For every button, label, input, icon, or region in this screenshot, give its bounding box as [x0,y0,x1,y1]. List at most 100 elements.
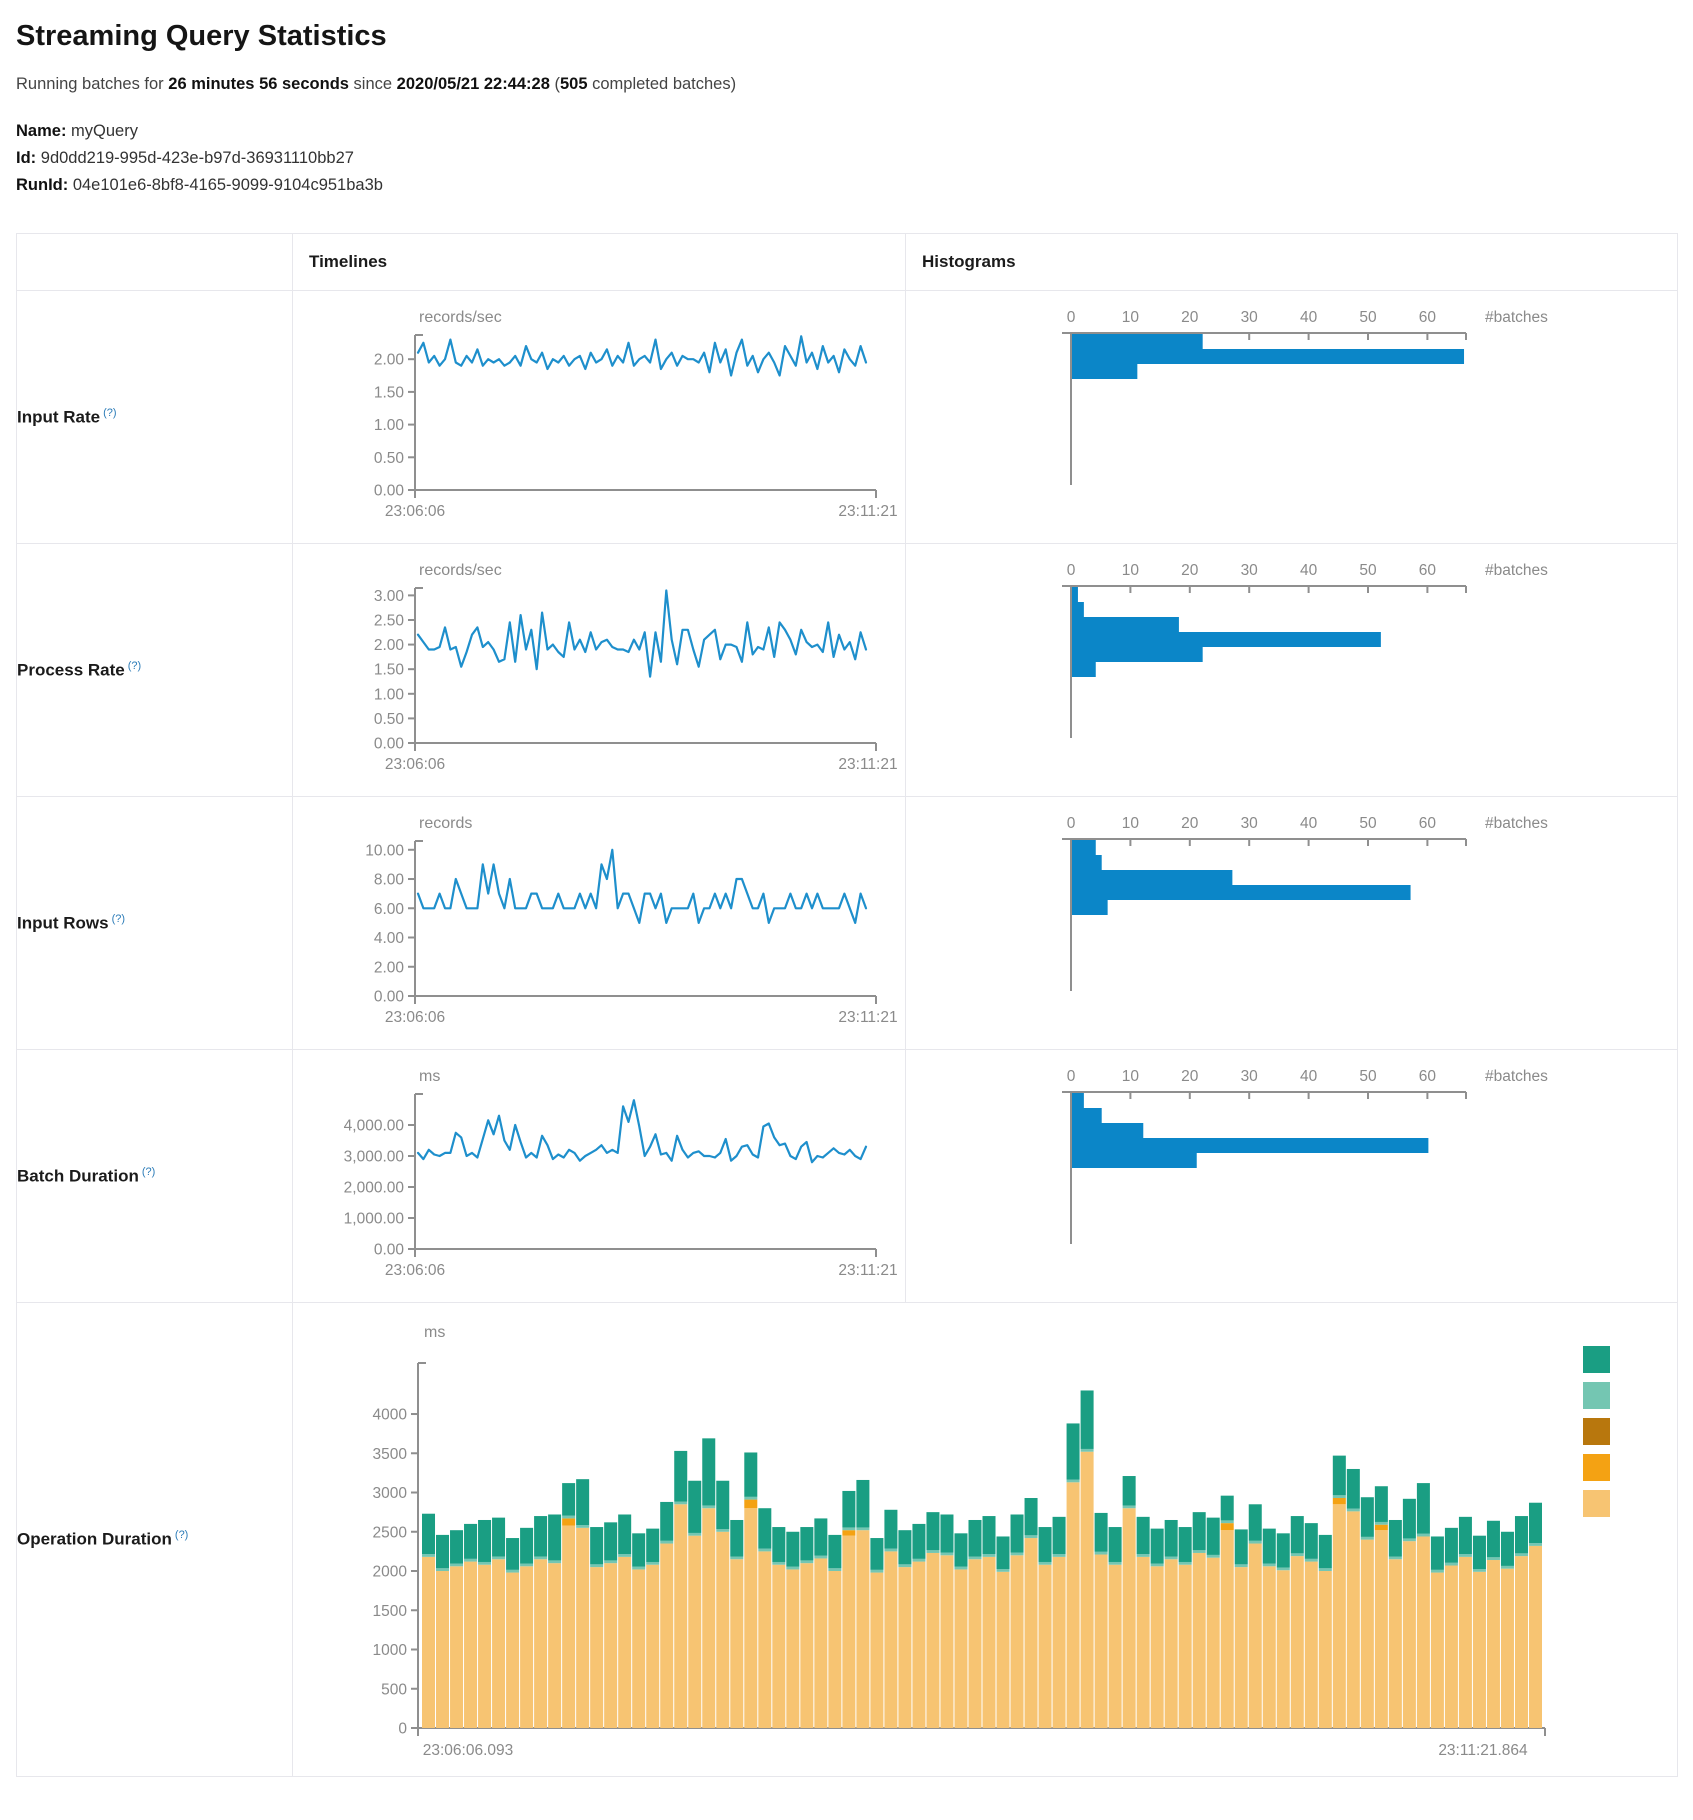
legend-swatch [1583,1346,1610,1373]
x-end-label: 23:11:21.864 [1438,1742,1528,1759]
stacked-bar-segment [1192,1552,1206,1728]
stacked-bar-segment [1500,1568,1514,1728]
histogram-cell: 0 10 20 30 40 50 60 #batches [905,290,1678,544]
timeline-cell: records 0.00 2.00 4.00 6.00 8.00 10.00 23:06:06… [292,796,906,1050]
stacked-bar-segment [1318,1534,1332,1569]
stacked-bar-segment [1458,1554,1472,1557]
y-axis-unit-label: records [419,815,472,832]
id-label: Id: [16,149,37,167]
stacked-bar-segment [1052,1516,1066,1555]
metric-row: Operation Duration (?) ms 0 500 1000 1500 2000 2… [16,1302,1678,1777]
stacked-bar-segment [548,1560,562,1564]
help-tooltip-icon[interactable]: (?) [174,1529,189,1542]
timeline-cell: ms 0.00 1,000.00 2,000.00 3,000.00 4,000.00 23… [292,1049,906,1303]
stacked-bar-segment [1010,1514,1024,1553]
stacked-bar-segment [450,1566,464,1728]
stacked-bar-segment [926,1512,940,1551]
stacked-bar-segment [660,1540,674,1544]
stacked-bar-segment [772,1564,786,1728]
stacked-bar-segment [1164,1559,1178,1728]
stacked-bar-segment [1430,1569,1444,1573]
stacked-bar-segment [674,1450,688,1502]
query-id-line: Id: 9d0dd219-995d-423e-b97d-36931110bb27 [16,149,1677,168]
x-tick-label: 0 [1067,815,1076,832]
x-tick-label: 50 [1359,562,1377,579]
stacked-bar-segment [604,1563,618,1728]
stacked-bar-segment [758,1548,772,1552]
metric-row: Input Rate (?) records/sec 0.00 0.50 1.00 1.50… [16,290,1678,544]
query-runid: 04e101e6-8bf8-4165-9099-9104c951ba3b [72,176,383,194]
histogram-bar [1072,885,1411,900]
stacked-bar-segment [492,1517,506,1557]
stacked-bar-segment [744,1452,758,1497]
stacked-bar-segment [506,1569,520,1573]
stacked-bar-segment [646,1564,660,1728]
timeline-line [416,335,868,377]
help-tooltip-icon[interactable]: (?) [141,1165,156,1178]
stacked-bar-segment [1472,1569,1486,1572]
stacked-bar-segment [1444,1565,1458,1728]
stacked-bar-segment [1206,1554,1220,1558]
stacked-bar-segment [1374,1530,1388,1728]
stacked-bar-segment [1416,1536,1430,1728]
stacked-bar-segment [1178,1527,1192,1562]
stacked-bar-segment [1066,1423,1080,1480]
stacked-bar-segment [548,1563,562,1728]
y-tick-label: 4000 [373,1407,408,1424]
stacked-bar-segment [856,1530,870,1728]
stacked-bar-segment [632,1533,646,1567]
stacked-bar-segment [646,1528,660,1562]
stacked-bar-segment [1332,1495,1346,1499]
stacked-bar-segment [758,1508,772,1549]
stacked-bar-segment [674,1501,688,1505]
timeline-cell: records/sec 0.00 0.50 1.00 1.50 2.00 2.50 3.00 2… [292,543,906,797]
batches-axis-label: #batches [1485,562,1548,579]
stacked-bar-segment [1290,1553,1304,1557]
stacked-bar-segment [1178,1564,1192,1728]
legend-swatch [1583,1418,1610,1445]
stacked-bar-segment [1192,1550,1206,1553]
y-tick-label: 8.00 [374,872,405,889]
stacked-bar-segment [590,1527,604,1565]
stacked-bar-segment [520,1527,534,1564]
stacked-bar-segment [436,1534,450,1569]
operation-duration-chart: ms 0 500 1000 1500 2000 2500 3000 3500 4000 23:06:… [373,1324,1610,1759]
x-start-label: 23:06:06 [385,1009,445,1026]
x-tick-label: 30 [1241,562,1259,579]
histogram-bar [1072,870,1233,885]
stacked-bar-segment [478,1561,492,1565]
stacked-bar-segment [744,1499,758,1509]
histogram-bar [1072,662,1096,677]
stacked-bar-segment [1304,1523,1318,1559]
stacked-bar-segment [1528,1545,1542,1728]
y-tick-label: 0.00 [374,736,405,753]
stacked-bar-segment [688,1480,702,1533]
stacked-bar-segment [898,1564,912,1568]
timeline-line [416,1099,868,1164]
stacked-bar-segment [1472,1571,1486,1728]
help-tooltip-icon[interactable]: (?) [127,659,142,672]
stacked-bar-segment [814,1518,828,1556]
stacked-bar-segment [940,1514,954,1553]
stacked-bar-segment [1500,1565,1514,1569]
stacked-bar-segment [1066,1482,1080,1728]
stacked-bar-segment [814,1555,828,1559]
stacked-bar-segment [660,1543,674,1728]
stacked-bar-segment [1136,1556,1150,1728]
help-tooltip-icon[interactable]: (?) [111,912,126,925]
stacked-bar-segment [576,1479,590,1526]
metric-label-cell: Input Rows (?) [16,796,293,1050]
stacked-bar-segment [884,1551,898,1728]
stacked-bar-segment [870,1572,884,1728]
stacked-bar-segment [982,1516,996,1555]
stacked-bar-segment [1248,1543,1262,1728]
stacked-bar-segment [1416,1533,1430,1537]
x-tick-label: 60 [1419,309,1437,326]
stacked-bar-segment [1038,1561,1052,1565]
x-tick-label: 50 [1359,815,1377,832]
stacked-bar-segment [968,1559,982,1728]
stacked-bar-segment [1052,1554,1066,1557]
help-tooltip-icon[interactable]: (?) [103,406,117,419]
stacked-bar-segment [716,1480,730,1530]
